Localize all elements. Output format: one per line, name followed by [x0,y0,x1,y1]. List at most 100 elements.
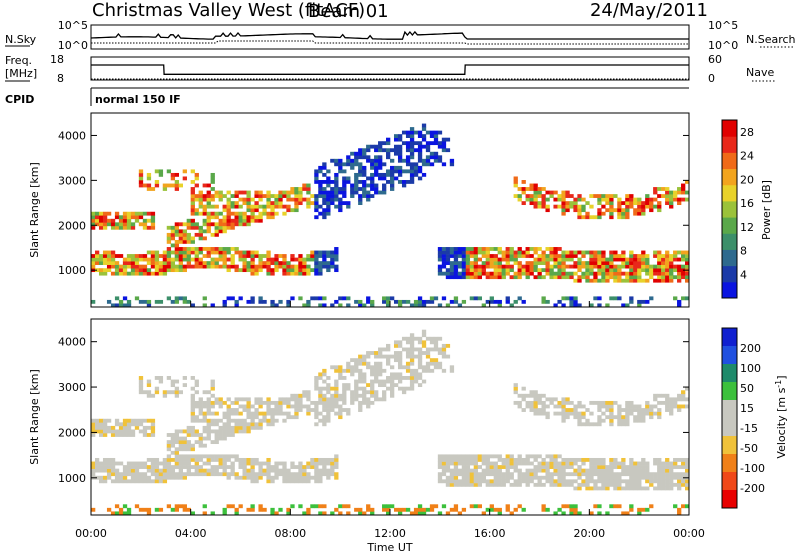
heatmap-cell [409,386,415,391]
heatmap-cell [326,183,331,188]
heatmap-cell [190,400,195,405]
heatmap-cell [134,504,140,509]
heatmap-cell [202,400,207,405]
heatmap-cell [477,465,482,469]
heatmap-cell [170,232,176,237]
heatmap-cell [222,433,227,437]
heatmap-cell [282,271,287,276]
heatmap-cell [158,379,164,384]
heatmap-cell [545,404,550,409]
heatmap-cell [170,236,176,241]
heatmap-cell [561,482,566,487]
heatmap-cell [417,361,423,366]
heatmap-cell [453,299,459,304]
heatmap-cell [677,507,682,512]
heatmap-cell [685,397,690,402]
heatmap-cell [541,250,546,255]
heatmap-cell [409,134,415,138]
heatmap-cell [142,254,148,258]
heatmap-cell [202,208,207,213]
heatmap-cell [601,261,606,265]
heatmap-cell [198,408,203,412]
heatmap-cell [130,257,136,262]
heatmap-cell [677,303,682,308]
heatmap-cell [573,296,578,301]
heatmap-cell [629,482,634,487]
heatmap-cell [557,468,562,473]
heatmap-cell [413,299,419,304]
heatmap-cell [154,507,160,512]
heatmap-cell [310,457,315,462]
heatmap-cell [274,303,279,308]
heatmap-cell [206,190,211,195]
heatmap-cell [589,511,594,516]
heatmap-cell [537,461,542,466]
heatmap-cell [246,400,251,405]
heatmap-cell [441,457,447,462]
heatmap-cell [238,465,243,469]
heatmap-cell [214,204,219,209]
heatmap-cell [625,472,630,477]
heatmap-cell [154,254,160,258]
heatmap-cell [318,180,323,184]
heatmap-cell [545,208,550,213]
heatmap-cell [302,511,307,516]
heatmap-cell [106,418,112,423]
heatmap-cell [358,358,363,363]
heatmap-cell [314,261,319,265]
heatmap-cell [254,461,259,466]
heatmap-cell [274,472,279,477]
heatmap-cell [210,187,215,191]
heatmap-cell [489,257,494,262]
heatmap-cell [405,336,411,341]
heatmap-cell [489,472,494,477]
heatmap-cell [649,204,654,209]
heatmap-cell [665,482,670,487]
heatmap-cell [529,194,534,198]
heatmap-cell [246,190,251,195]
heatmap-cell [649,271,654,276]
heatmap-cell [465,468,471,473]
heatmap-cell [162,479,168,484]
heatmap-cell [274,418,279,423]
heatmap-cell [397,165,403,170]
power-ylabel: Slant Range [km] [28,162,41,258]
heatmap-cell [322,422,327,427]
heatmap-cell [665,404,670,409]
heatmap-cell [94,422,100,427]
heatmap-cell [405,386,411,391]
heatmap-cell [330,158,335,163]
heatmap-cell [657,275,662,280]
heatmap-cell [437,247,443,251]
heatmap-cell [493,465,498,469]
heatmap-cell [465,257,471,262]
heatmap-cell [681,472,686,477]
heatmap-cell [405,148,411,153]
heatmap-cell [246,264,251,269]
heatmap-cell [238,475,243,480]
heatmap-cell [533,397,538,402]
heatmap-cell [409,137,415,142]
heatmap-cell [541,204,546,209]
heatmap-cell [609,408,614,412]
heatmap-cell [306,268,311,273]
heatmap-cell [358,187,363,191]
heatmap-cell [234,400,239,405]
heatmap-cell [509,461,514,466]
heatmap-cell [102,457,108,462]
heatmap-cell [130,261,136,265]
heatmap-cell [362,358,367,363]
heatmap-cell [138,211,144,216]
heatmap-cell [322,194,327,198]
heatmap-cell [609,250,614,255]
heatmap-cell [210,180,215,184]
heatmap-cell [553,190,558,195]
heatmap-cell [166,443,172,448]
heatmap-cell [473,268,479,273]
heatmap-cell [322,372,327,377]
heatmap-cell [481,271,486,276]
heatmap-cell [585,482,590,487]
heatmap-cell [461,299,467,304]
heatmap-cell [561,400,566,405]
heatmap-cell [565,504,570,509]
